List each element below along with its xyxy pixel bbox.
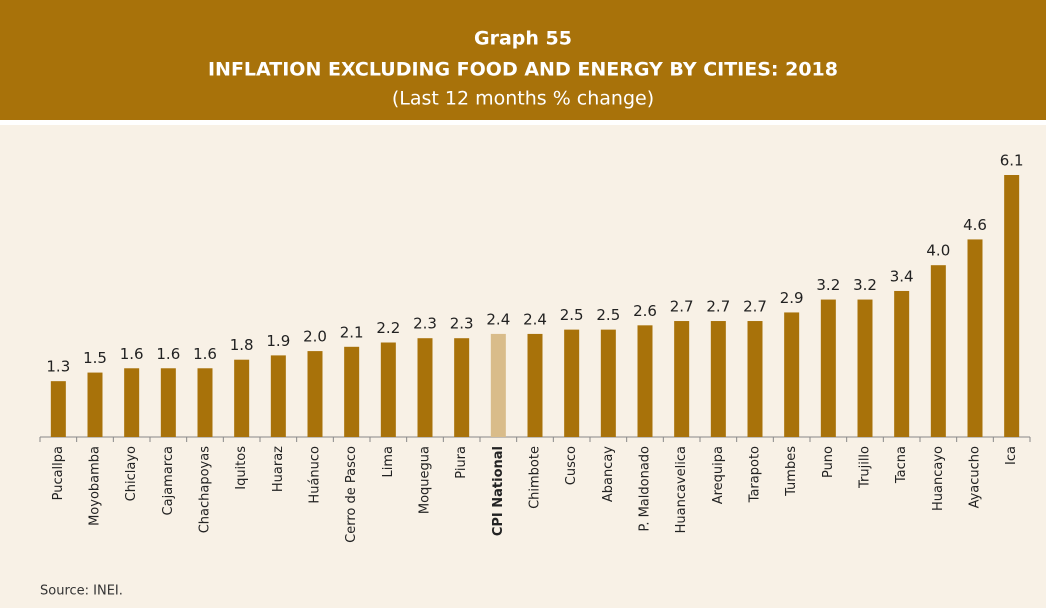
bar <box>637 325 653 437</box>
x-tick-label: Chimbote <box>528 446 543 509</box>
x-tick-label: P. Maldonado <box>638 446 653 532</box>
value-label: 1.5 <box>83 349 107 367</box>
bar <box>710 321 726 437</box>
bar <box>894 290 910 437</box>
value-label: 3.2 <box>853 276 877 294</box>
bar <box>270 355 286 437</box>
x-tick-label: Huancayo <box>931 446 946 511</box>
bar <box>600 329 616 437</box>
value-label: 3.4 <box>890 267 914 285</box>
plot-background <box>0 125 1046 608</box>
bar <box>50 381 66 437</box>
x-tick-label: Cajamarca <box>161 446 176 515</box>
value-label: 2.3 <box>450 315 474 333</box>
bar <box>234 359 250 437</box>
x-tick-label: Cerro de Pasco <box>344 446 359 543</box>
value-label: 1.3 <box>46 358 70 376</box>
value-label: 3.2 <box>816 276 840 294</box>
source-note: Source: INEI. <box>40 584 123 599</box>
value-label: 2.7 <box>706 298 730 316</box>
bar <box>820 299 836 437</box>
value-label: 1.9 <box>266 332 290 350</box>
bar <box>1004 175 1020 437</box>
value-label: 2.9 <box>780 289 804 307</box>
x-tick-label: Ica <box>1004 446 1019 465</box>
bar <box>784 312 800 437</box>
bar <box>490 333 506 437</box>
bar <box>87 372 103 437</box>
x-tick-label: Chiclayo <box>124 446 139 501</box>
value-label: 6.1 <box>1000 152 1024 170</box>
chart-title: INFLATION EXCLUDING FOOD AND ENERGY BY C… <box>208 59 838 81</box>
bar <box>747 321 763 437</box>
value-label: 1.6 <box>193 345 217 363</box>
value-label: 2.4 <box>486 310 510 328</box>
value-label: 2.0 <box>303 328 327 346</box>
value-label: 1.6 <box>156 345 180 363</box>
x-tick-label: Huaraz <box>271 446 286 492</box>
x-tick-label: CPI National <box>491 446 506 536</box>
value-label: 2.5 <box>596 306 620 324</box>
bar <box>160 368 176 437</box>
bar <box>417 338 433 437</box>
x-tick-label: Abancay <box>601 446 616 502</box>
x-tick-label: Tacna <box>894 446 909 484</box>
x-tick-label: Lima <box>381 446 396 477</box>
value-label: 2.7 <box>670 298 694 316</box>
bar <box>564 329 580 437</box>
value-label: 4.6 <box>963 216 987 234</box>
value-label: 1.8 <box>230 336 254 354</box>
x-tick-label: Tumbes <box>784 446 799 497</box>
value-label: 2.4 <box>523 310 547 328</box>
value-label: 2.5 <box>560 306 584 324</box>
x-tick-label: Huánuco <box>308 446 323 504</box>
x-tick-label: Chachapoyas <box>198 446 213 534</box>
x-tick-label: Moyobamba <box>88 446 103 526</box>
value-label: 2.7 <box>743 298 767 316</box>
value-label: 2.2 <box>376 319 400 337</box>
value-label: 2.1 <box>340 323 364 341</box>
x-tick-label: Puno <box>821 446 836 478</box>
bar <box>307 351 323 437</box>
x-tick-label: Tarapoto <box>748 446 763 503</box>
bar <box>344 346 360 437</box>
bar <box>124 368 140 437</box>
x-tick-label: Arequipa <box>711 446 726 504</box>
value-label: 2.3 <box>413 315 437 333</box>
x-tick-label: Iquitos <box>234 446 249 490</box>
bar <box>380 342 396 437</box>
bar <box>967 239 983 437</box>
bar <box>527 333 543 437</box>
x-tick-label: Moquegua <box>418 446 433 514</box>
value-label: 4.0 <box>926 242 950 260</box>
x-tick-label: Ayacucho <box>968 446 983 508</box>
x-tick-label: Pucallpa <box>51 446 66 500</box>
bar <box>674 321 690 437</box>
bar <box>197 368 213 437</box>
value-label: 1.6 <box>120 345 144 363</box>
bar <box>454 338 470 437</box>
bar <box>857 299 873 437</box>
x-tick-label: Piura <box>454 446 469 479</box>
header-band <box>0 0 1046 120</box>
chart-label: Graph 55 <box>474 28 572 50</box>
value-label: 2.6 <box>633 302 657 320</box>
x-tick-label: Cusco <box>564 446 579 485</box>
x-tick-label: Trujillo <box>858 446 873 489</box>
x-tick-label: Huancavelica <box>674 446 689 533</box>
bar <box>930 265 946 437</box>
chart-subtitle: (Last 12 months % change) <box>392 88 654 110</box>
